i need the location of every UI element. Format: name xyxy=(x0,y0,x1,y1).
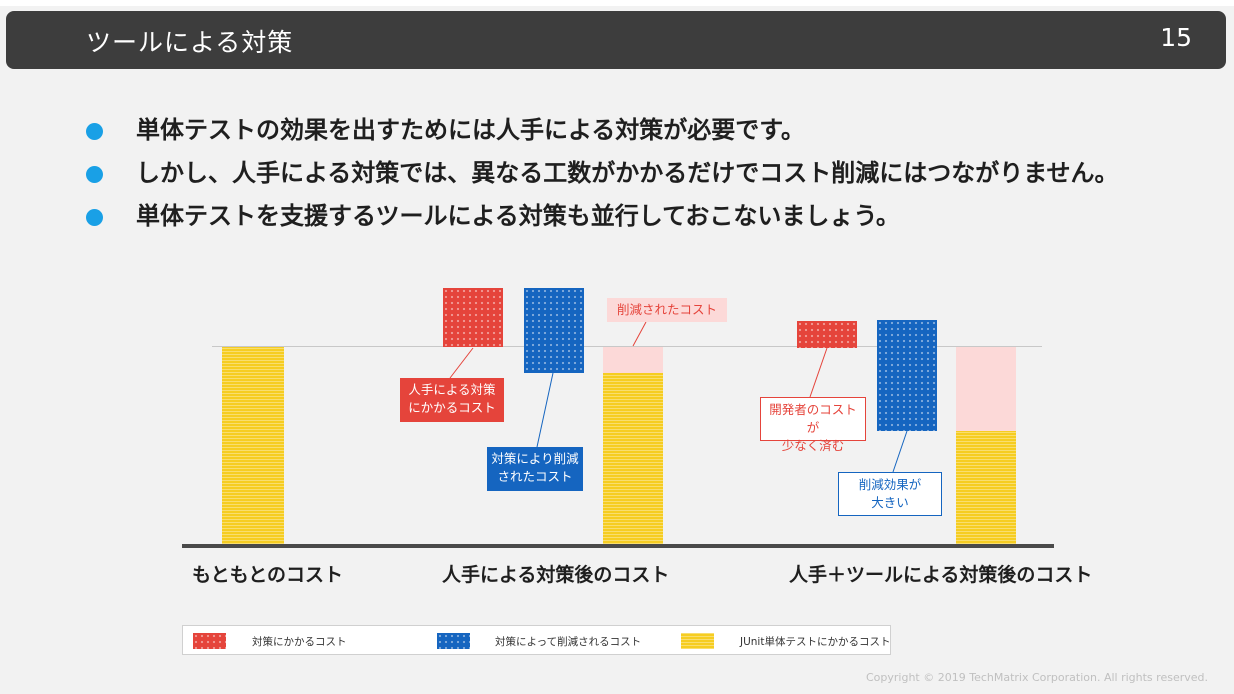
copyright: Copyright © 2019 TechMatrix Corporation.… xyxy=(865,671,1208,684)
reference-line xyxy=(212,346,1042,347)
bullet-item: 単体テストを支援するツールによる対策も並行しておこないましょう。 xyxy=(86,198,1176,234)
tool-remaining-cost-bar xyxy=(956,431,1016,544)
original-cost-bar xyxy=(222,347,284,544)
manual-measure-cost-bar xyxy=(443,288,503,347)
top-strip xyxy=(0,0,1234,6)
manual-cost-callout: 人手による対策 にかかるコスト xyxy=(400,378,504,422)
manual-reduced-bar xyxy=(524,288,584,373)
leader-line xyxy=(892,430,908,473)
bullet-text: しかし、人手による対策では、異なる工数がかかるだけでコスト削減にはつながりません… xyxy=(136,159,1119,187)
manual-reduced-portion xyxy=(603,347,663,373)
bullet-dot-icon xyxy=(86,166,103,183)
bullet-list: 単体テストの効果を出すためには人手による対策が必要です。 しかし、人手による対策… xyxy=(86,112,1176,241)
slide-title: ツールによる対策 xyxy=(86,28,294,57)
bullet-dot-icon xyxy=(86,209,103,226)
leader-line xyxy=(536,372,554,448)
legend-swatch xyxy=(193,633,226,649)
bullet-item: 単体テストの効果を出すためには人手による対策が必要です。 xyxy=(86,112,1176,148)
category-label: 人手による対策後のコスト xyxy=(442,564,670,586)
baseline xyxy=(182,544,1054,548)
manual-remaining-cost-bar xyxy=(603,373,663,544)
reduced-by-measure-callout: 対策により削減 されたコスト xyxy=(487,447,583,491)
tool-reduced-bar xyxy=(877,320,937,431)
legend-label: 対策によって削減されるコスト xyxy=(495,636,642,648)
legend: 対策にかかるコスト 対策によって削減されるコスト JUnit単体テストにかかるコ… xyxy=(182,625,891,655)
tool-reduced-portion xyxy=(956,347,1016,431)
tool-measure-cost-bar xyxy=(797,321,857,348)
legend-swatch xyxy=(681,633,714,649)
leader-line xyxy=(632,321,647,347)
category-label: 人手＋ツールによる対策後のコスト xyxy=(789,564,1093,586)
category-label: もともとのコスト xyxy=(192,564,344,586)
bullet-dot-icon xyxy=(86,123,103,140)
title-bar: ツールによる対策 15 xyxy=(6,11,1226,69)
bullet-item: しかし、人手による対策では、異なる工数がかかるだけでコスト削減にはつながりません… xyxy=(86,155,1176,191)
reduced-cost-callout: 削減されたコスト xyxy=(607,298,727,322)
dev-cost-small-callout: 開発者のコストが 少なく済む xyxy=(760,397,866,453)
leader-line xyxy=(449,347,474,379)
leader-line xyxy=(809,347,828,398)
legend-label: JUnit単体テストにかかるコスト xyxy=(740,636,891,648)
bullet-text: 単体テストを支援するツールによる対策も並行しておこないましょう。 xyxy=(136,202,900,230)
legend-swatch xyxy=(437,633,470,649)
page-number: 15 xyxy=(1160,23,1192,52)
big-effect-callout: 削減効果が 大きい xyxy=(838,472,942,516)
legend-label: 対策にかかるコスト xyxy=(252,636,347,648)
bullet-text: 単体テストの効果を出すためには人手による対策が必要です。 xyxy=(136,116,805,144)
